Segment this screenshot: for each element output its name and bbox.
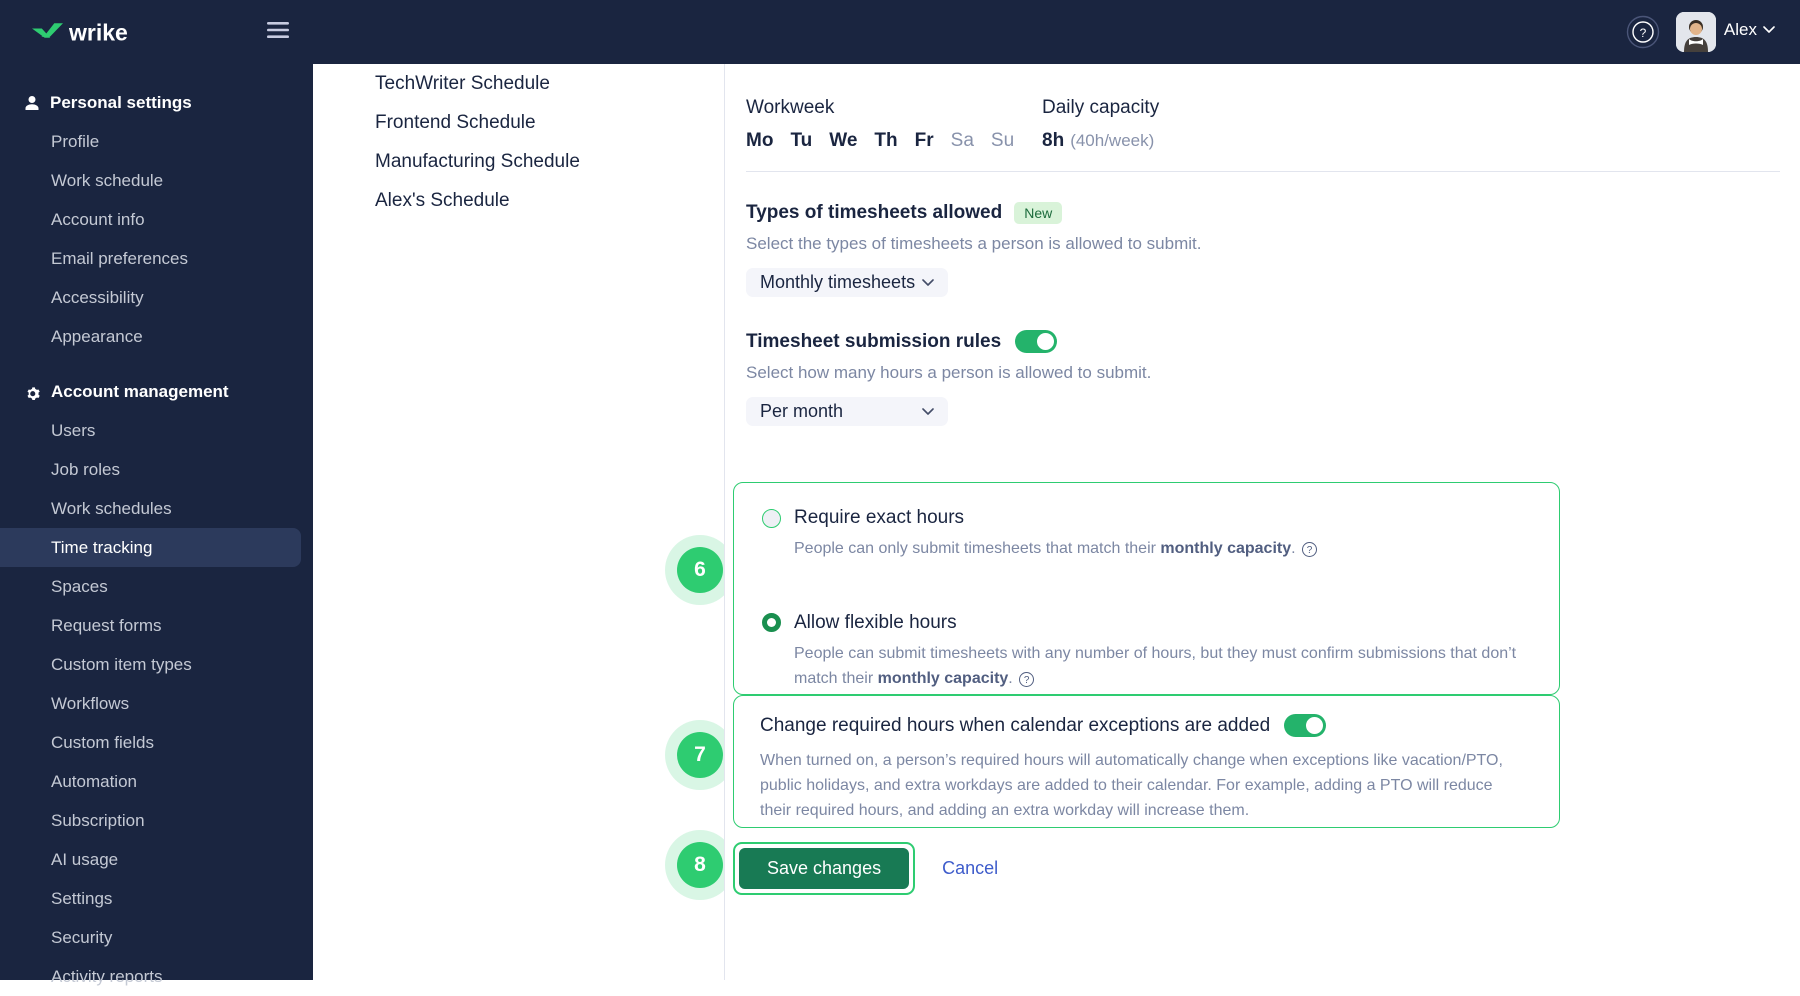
svg-text:wrike: wrike [68, 20, 128, 46]
svg-text:?: ? [1640, 26, 1647, 40]
